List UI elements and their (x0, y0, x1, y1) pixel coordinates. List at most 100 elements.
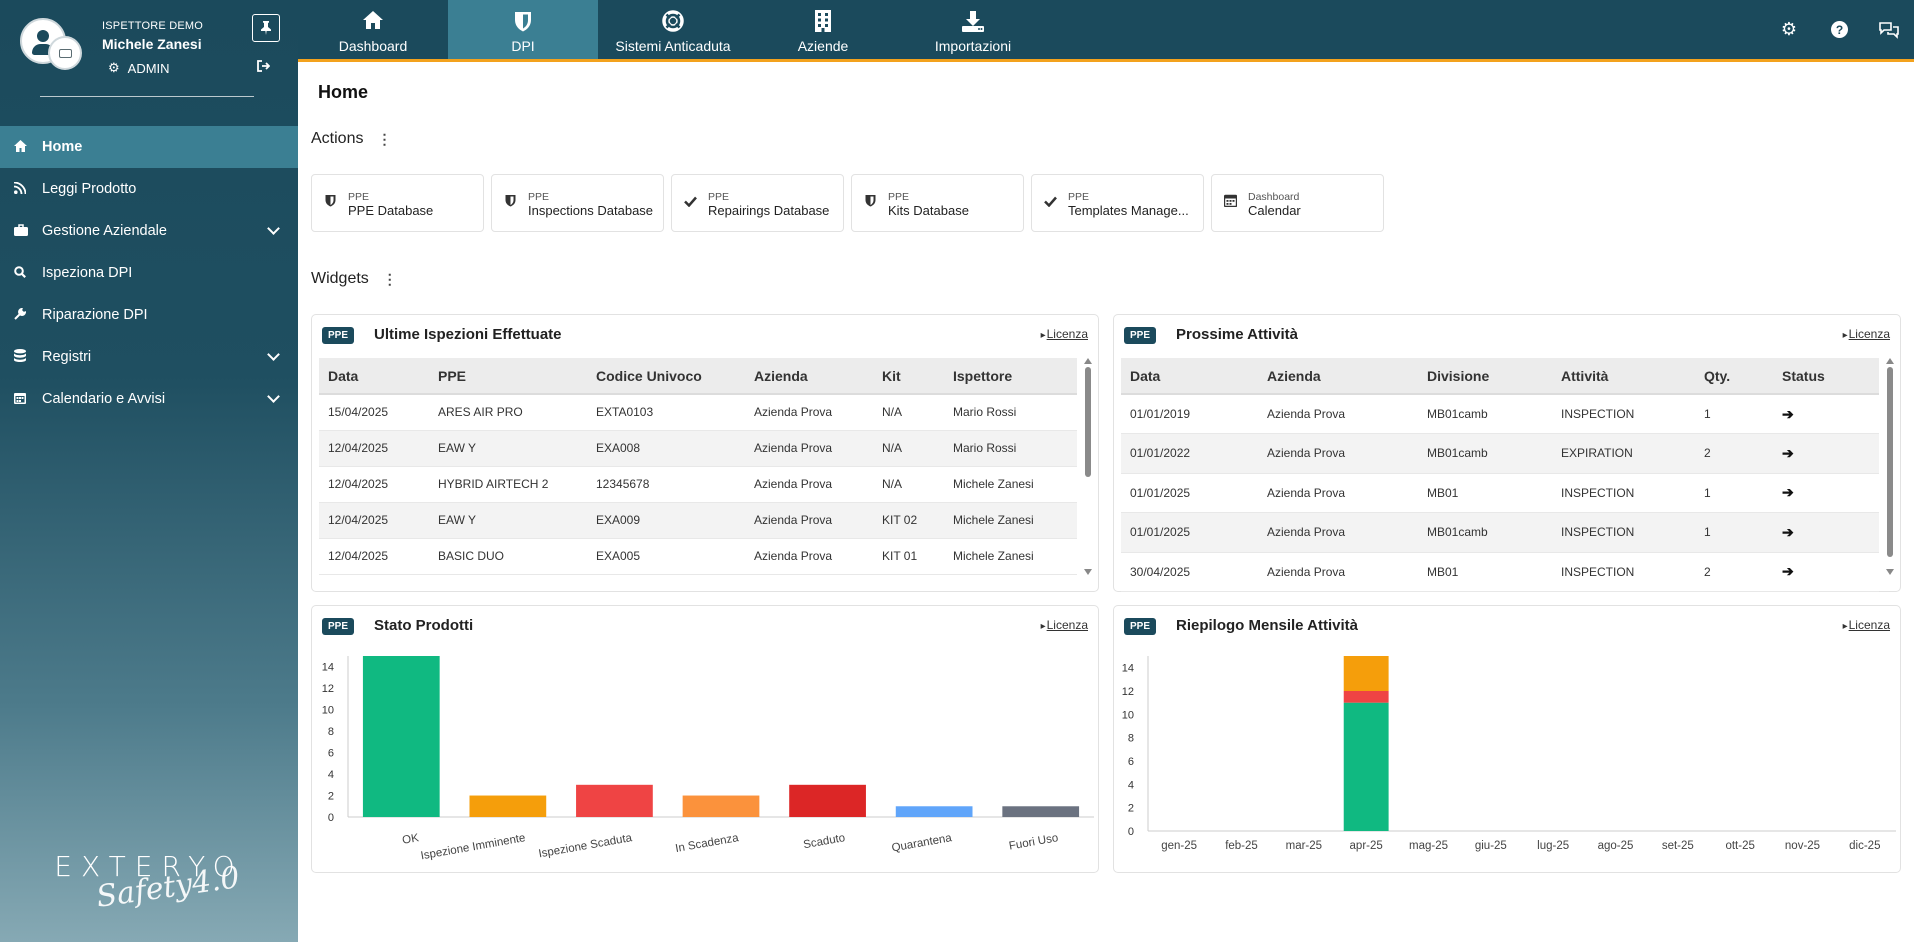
ppe-badge: PPE (322, 327, 355, 344)
shield-icon (323, 194, 337, 210)
chart-bar[interactable] (1343, 691, 1389, 703)
table-cell: EAW Y (429, 430, 587, 467)
action-kits-database[interactable]: PPE Kits Database (851, 174, 1024, 232)
table-scrollbar[interactable] (1084, 358, 1092, 580)
sidebar-item-home[interactable]: Home (0, 126, 298, 168)
top-right-icons: ⚙ ? (1764, 0, 1914, 59)
help-icon[interactable]: ? (1814, 0, 1864, 59)
pin-icon (261, 21, 271, 35)
kebab-menu-icon[interactable]: ⋮ (377, 130, 392, 147)
table-row[interactable]: 12/04/2025 BASIC DUO EXA005 Azienda Prova KI… (319, 538, 1077, 575)
column-header[interactable]: Codice Univoco (587, 358, 745, 395)
chart-bar[interactable] (576, 784, 653, 817)
scroll-up-icon[interactable] (1886, 358, 1894, 364)
tab-sistemi-anticaduta[interactable]: Sistemi Anticaduta (598, 0, 748, 59)
sidebar-item-calendario-avvisi[interactable]: Calendario e Avvisi (0, 378, 298, 420)
column-header[interactable]: Data (319, 358, 429, 395)
chart-bar[interactable] (682, 795, 760, 817)
action-templates-manager[interactable]: PPE Templates Manage... (1031, 174, 1204, 232)
table-row[interactable]: 30/04/2025 Azienda Prova MB01 INSPECTION 2 ➔ (1121, 552, 1879, 592)
arrow-right-icon[interactable]: ➔ (1782, 484, 1794, 501)
sidebar-item-riparazione-dpi[interactable]: Riparazione DPI (0, 294, 298, 336)
chart-bar[interactable] (895, 806, 973, 817)
table-scrollbar[interactable] (1886, 358, 1894, 580)
arrow-right-icon[interactable]: ➔ (1782, 563, 1794, 580)
table-cell: Mario Rossi (944, 394, 1077, 431)
tab-importazioni[interactable]: Importazioni (898, 0, 1048, 59)
licenza-link[interactable]: Licenza (1041, 327, 1088, 341)
table-cell: MB01camb (1418, 512, 1552, 553)
table-row[interactable]: 01/01/2025 Azienda Prova MB01 INSPECTION 1 ➔ (1121, 473, 1879, 513)
table-row[interactable]: 01/01/2022 Azienda Prova MB01camb EXPIRATIO… (1121, 433, 1879, 474)
table-row[interactable]: 12/04/2025 HYBRID AIRTECH 2 12345678 Aziend… (319, 466, 1077, 503)
arrow-right-icon[interactable]: ➔ (1782, 523, 1794, 540)
x-tick-label: Ispezione Scaduta (538, 832, 634, 860)
ppe-badge: PPE (1124, 327, 1157, 344)
scroll-thumb[interactable] (1887, 367, 1893, 557)
chevron-down-icon[interactable] (267, 222, 280, 235)
arrow-right-icon[interactable]: ➔ (1782, 444, 1794, 461)
sidebar-item-gestione-aziendale[interactable]: Gestione Aziendale (0, 210, 298, 252)
column-header[interactable]: Status (1773, 358, 1879, 395)
scroll-thumb[interactable] (1085, 367, 1091, 477)
action-calendar[interactable]: Dashboard Calendar (1211, 174, 1384, 232)
widget-header: PPE Prossime Attività Licenza (1124, 325, 1890, 347)
table-row[interactable]: 01/01/2025 Azienda Prova MB01camb INSPECTIO… (1121, 512, 1879, 553)
scroll-down-icon[interactable] (1886, 569, 1894, 575)
stato-prodotti-chart: 0 2 4 6 8 10 12 14 OK Ispezione Imminente Ispezion… (322, 656, 1094, 862)
chevron-down-icon[interactable] (267, 348, 280, 361)
licenza-link[interactable]: Licenza (1843, 327, 1890, 341)
x-tick-label: mar-25 (1286, 840, 1322, 852)
status-cell: ➔ (1773, 473, 1879, 513)
sidebar-item-leggi-prodotto[interactable]: Leggi Prodotto (0, 168, 298, 210)
x-tick-label: OK (401, 832, 420, 847)
sidebar-item-ispeziona-dpi[interactable]: Ispeziona DPI (0, 252, 298, 294)
table-cell: 12345678 (587, 466, 745, 503)
divider (40, 96, 254, 97)
table-cell: 2 (1695, 552, 1773, 592)
chevron-down-icon[interactable] (267, 390, 280, 403)
ppe-badge: PPE (322, 618, 355, 635)
arrow-right-icon[interactable]: ➔ (1782, 405, 1794, 422)
column-header[interactable]: Ispettore (944, 358, 1077, 395)
chart-bar[interactable] (1002, 806, 1080, 817)
column-header[interactable]: PPE (429, 358, 587, 395)
licenza-link[interactable]: Licenza (1843, 618, 1890, 632)
chart-bar[interactable] (1343, 656, 1389, 691)
chart-bar[interactable] (789, 784, 866, 817)
tab-aziende[interactable]: Aziende (748, 0, 898, 59)
column-header[interactable]: Data (1121, 358, 1258, 395)
column-header[interactable]: Divisione (1418, 358, 1552, 395)
kebab-menu-icon[interactable]: ⋮ (382, 270, 397, 287)
pin-sidebar-button[interactable] (252, 14, 280, 42)
y-tick-label: 0 (1128, 826, 1134, 838)
tab-dashboard[interactable]: Dashboard (298, 0, 448, 59)
tab-dpi[interactable]: DPI (448, 0, 598, 59)
action-inspections-database[interactable]: PPE Inspections Database (491, 174, 664, 232)
scroll-down-icon[interactable] (1084, 569, 1092, 575)
sidebar-item-registri[interactable]: Registri (0, 336, 298, 378)
column-header[interactable]: Azienda (745, 358, 873, 395)
chart-bar[interactable] (469, 795, 547, 817)
table-cell: Michele Zanesi (944, 502, 1077, 539)
table-row[interactable]: 15/04/2025 ARES AIR PRO EXTA0103 Azienda Pr… (319, 394, 1077, 431)
column-header[interactable]: Qty. (1695, 358, 1773, 395)
logout-icon[interactable] (257, 60, 271, 75)
column-header[interactable]: Attività (1552, 358, 1695, 395)
column-header[interactable]: Kit (873, 358, 944, 395)
gears-icon[interactable]: ⚙ (1780, 19, 1798, 39)
table-row[interactable]: 01/01/2019 Azienda Prova MB01camb INSPECTIO… (1121, 394, 1879, 434)
licenza-link[interactable]: Licenza (1041, 618, 1088, 632)
column-header[interactable]: Azienda (1258, 358, 1418, 395)
table-row[interactable]: 12/04/2025 EAW Y EXA008 Azienda Prova N/A Mar… (319, 430, 1077, 467)
actions-section-title: Actions ⋮ (311, 130, 391, 148)
table-row[interactable]: 12/04/2025 EAW Y EXA009 Azienda Prova KIT 02… (319, 502, 1077, 539)
action-repairings-database[interactable]: PPE Repairings Database (671, 174, 844, 232)
widget-title: Ultime Ispezioni Effettuate (374, 326, 562, 343)
tab-label: Aziende (797, 38, 849, 54)
scroll-up-icon[interactable] (1084, 358, 1092, 364)
chat-icon[interactable] (1864, 0, 1914, 59)
chart-bar[interactable] (362, 656, 440, 817)
chart-bar[interactable] (1343, 702, 1389, 831)
action-ppe-database[interactable]: PPE PPE Database (311, 174, 484, 232)
